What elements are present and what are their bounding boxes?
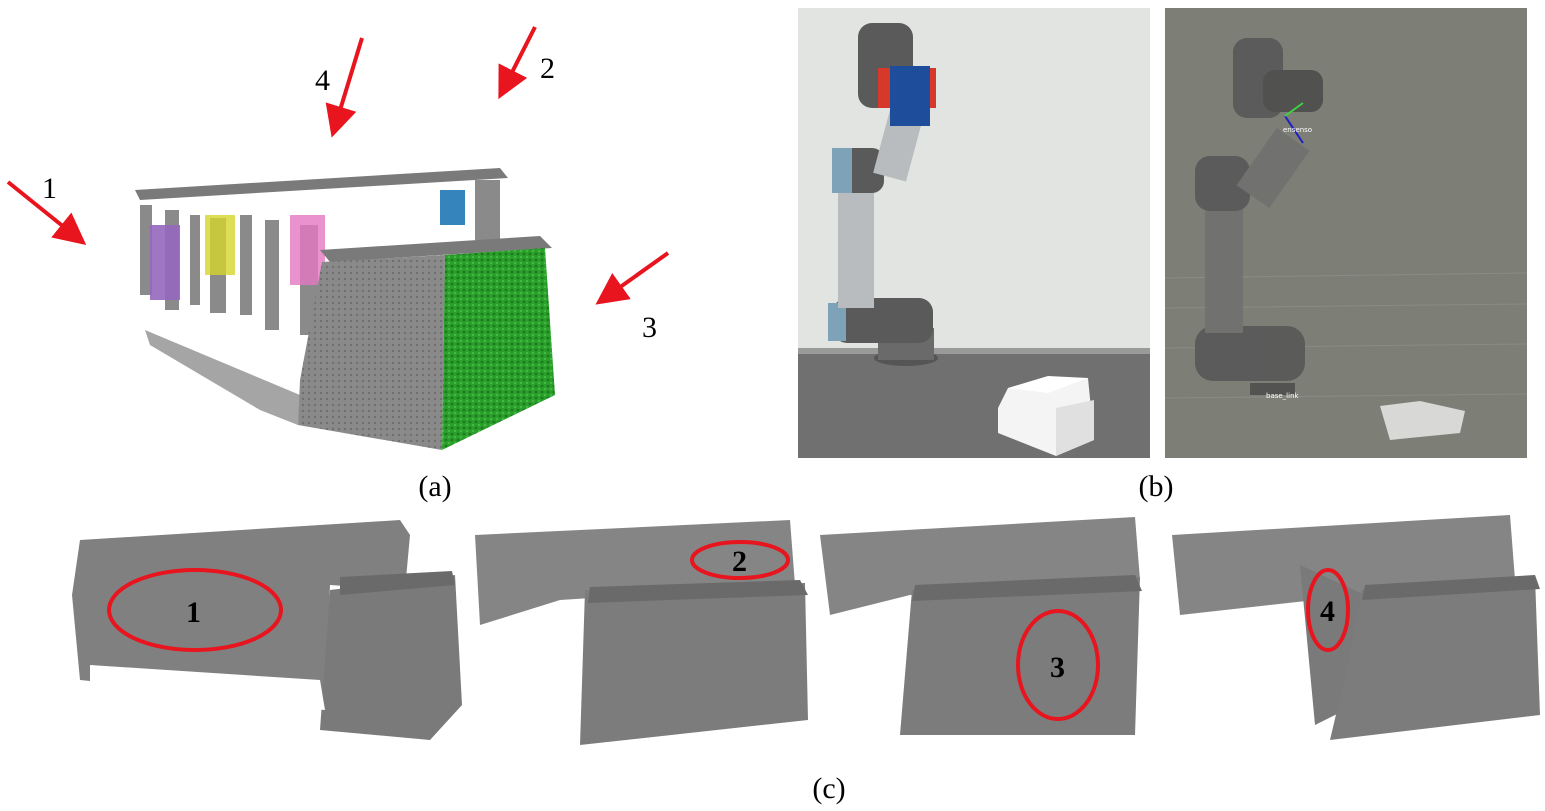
cloud-top-back: [135, 168, 508, 200]
sim-label-sensor: ensenso: [1283, 126, 1312, 134]
reconstruction-view-4: 4: [1172, 515, 1540, 740]
panel-b-simulation: ensenso base_link: [1165, 8, 1527, 458]
cloud-top-front: [320, 236, 552, 262]
cloud-floor: [145, 330, 300, 425]
caption-a: (a): [418, 470, 452, 503]
segment-yellow: [205, 215, 235, 275]
segment-green: [442, 248, 555, 450]
arrow-label-4: 4: [315, 64, 330, 97]
region-ellipse-1: [107, 568, 283, 652]
region-label-4: 4: [1320, 595, 1335, 628]
object-photo: [998, 376, 1094, 456]
arrow-4: [325, 37, 364, 138]
arrow-label-2: 2: [540, 52, 555, 85]
caption-c: (c): [812, 772, 846, 805]
robot-arm-photo: [828, 23, 938, 366]
arrow-label-3: 3: [642, 311, 657, 344]
region-label-3: 3: [1050, 651, 1065, 684]
region-ellipse-4: [1306, 568, 1350, 652]
robot-arm-sim: [1195, 38, 1323, 395]
arrow-2: [498, 26, 537, 100]
panel-b-photo: [798, 8, 1150, 458]
arrow-3: [595, 251, 670, 305]
cloud-front-face: [298, 255, 445, 450]
sim-label-base: base_link: [1266, 392, 1300, 400]
panel-a-point-cloud: 1 2 3 4: [6, 26, 670, 450]
segment-pink: [290, 215, 325, 285]
segment-blue: [440, 190, 465, 225]
region-ellipse-2: [690, 540, 790, 580]
sim-point-cloud: [1380, 401, 1465, 440]
reconstruction-view-1: 1: [72, 520, 462, 740]
caption-b: (b): [1138, 470, 1174, 503]
reconstruction-view-2: 2: [475, 520, 808, 745]
segment-purple: [150, 225, 180, 300]
region-label-2: 2: [732, 545, 747, 578]
region-ellipse-3: [1016, 609, 1100, 721]
arrow-label-1: 1: [42, 172, 57, 205]
reconstruction-view-3: 3: [820, 517, 1142, 735]
panel-c-views: 1 2 3 4: [72, 515, 1540, 745]
arrow-1: [6, 180, 87, 246]
region-label-1: 1: [186, 596, 201, 629]
